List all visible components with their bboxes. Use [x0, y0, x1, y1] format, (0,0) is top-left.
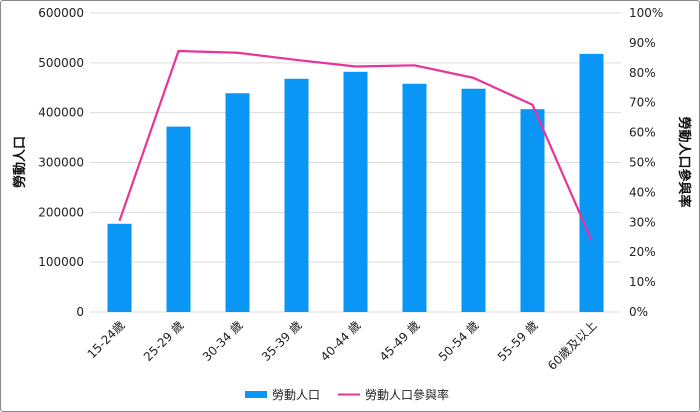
- bar: [166, 126, 191, 313]
- x-tick-label: 50-54 歲: [436, 318, 482, 364]
- legend-line-label: 勞動人口參與率: [365, 387, 449, 402]
- left-axis-ticks: 0 100000 200000 300000 400000 500000 600000: [38, 6, 84, 319]
- x-tick-label: 45-49 歲: [377, 318, 423, 364]
- x-tick-label: 15-24歲: [85, 318, 128, 361]
- left-tick-label: 100000: [38, 255, 84, 269]
- right-axis-ticks: 0% 10% 20% 30% 40% 50% 60% 70% 80% 90% 100%: [629, 6, 663, 319]
- bar: [343, 71, 368, 312]
- bar: [520, 109, 545, 312]
- right-tick-label: 70%: [629, 96, 656, 110]
- right-tick-label: 0%: [629, 305, 648, 319]
- bar: [225, 93, 250, 313]
- bar: [461, 88, 486, 312]
- x-tick-label: 35-39 歲: [259, 318, 305, 364]
- right-tick-label: 60%: [629, 126, 656, 140]
- right-tick-label: 30%: [629, 215, 656, 229]
- right-tick-label: 40%: [629, 185, 656, 199]
- line-series: [118, 49, 593, 241]
- bar: [402, 83, 427, 312]
- right-tick-label: 80%: [629, 66, 656, 80]
- right-tick-label: 10%: [629, 275, 656, 289]
- left-tick-label: 600000: [38, 6, 84, 20]
- right-tick-label: 90%: [629, 36, 656, 50]
- left-tick-label: 400000: [38, 106, 84, 120]
- bar: [579, 53, 604, 312]
- left-tick-label: 200000: [38, 205, 84, 219]
- x-tick-label: 30-34 歲: [200, 318, 246, 364]
- legend: 勞動人口 勞動人口參與率: [245, 387, 449, 402]
- x-tick-label: 40-44 歲: [318, 318, 364, 364]
- left-tick-label: 0: [76, 305, 84, 319]
- left-axis-title: 勞動人口: [12, 136, 28, 188]
- left-tick-label: 300000: [38, 156, 84, 170]
- right-tick-label: 50%: [629, 156, 656, 170]
- legend-bar-label: 勞動人口: [272, 388, 320, 402]
- bar: [107, 223, 132, 312]
- x-tick-label: 55-59 歲: [495, 318, 541, 364]
- bar: [284, 78, 309, 312]
- bars: [107, 53, 604, 313]
- right-tick-label: 20%: [629, 245, 656, 259]
- right-axis-title: 勞動人口參與率: [676, 116, 692, 207]
- x-tick-label: 60歲及以上: [545, 318, 600, 373]
- left-tick-label: 500000: [38, 56, 84, 70]
- right-tick-label: 100%: [629, 6, 663, 20]
- x-axis-ticks: 15-24歲 25-29 歲 30-34 歲 35-39 歲 40-44 歲 45-49 …: [85, 318, 600, 373]
- legend-bar-swatch: [245, 391, 267, 398]
- x-tick-label: 25-29 歲: [141, 318, 187, 364]
